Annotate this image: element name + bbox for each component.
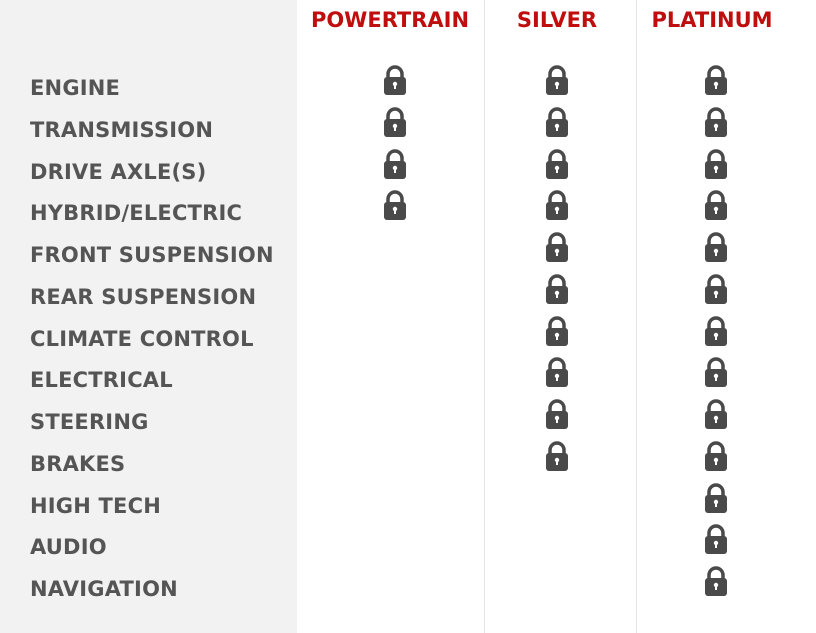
column-divider <box>484 0 485 633</box>
lock-icon <box>704 148 728 179</box>
lock-icon <box>383 65 407 95</box>
lock-icon <box>545 315 569 346</box>
lock-icon <box>704 315 728 346</box>
lock-icon <box>383 148 407 179</box>
lock-icon <box>704 399 728 429</box>
row-label: CLIMATE CONTROL <box>30 326 254 351</box>
column-header-powertrain: POWERTRAIN <box>310 8 470 32</box>
lock-icon <box>383 190 407 221</box>
lock-icon <box>704 232 728 262</box>
lock-icon <box>704 566 728 596</box>
row-label: DRIVE AXLE(S) <box>30 159 207 184</box>
row-label: REAR SUSPENSION <box>30 284 257 309</box>
row-label: BRAKES <box>30 451 126 476</box>
row-label: FRONT SUSPENSION <box>30 243 274 267</box>
row-label: NAVIGATION <box>30 577 178 601</box>
lock-icon <box>704 274 728 304</box>
row-label: STEERING <box>30 410 149 434</box>
lock-icon <box>704 482 728 513</box>
lock-icon <box>545 65 569 95</box>
lock-icon <box>704 357 728 388</box>
lock-icon <box>545 107 569 137</box>
lock-icon <box>545 357 569 388</box>
row-label: TRANSMISSION <box>30 117 214 142</box>
row-label: AUDIO <box>30 535 107 560</box>
lock-icon <box>704 65 728 95</box>
lock-icon <box>704 441 728 471</box>
component-label-panel <box>0 0 297 633</box>
row-label: ELECTRICAL <box>30 368 173 393</box>
row-label: HYBRID/ELECTRIC <box>30 201 243 226</box>
column-divider <box>636 0 637 633</box>
column-header-platinum: PLATINUM <box>651 8 773 32</box>
lock-icon <box>704 190 728 221</box>
lock-icon <box>545 274 569 304</box>
row-label: HIGH TECH <box>30 493 161 518</box>
lock-icon <box>545 232 569 262</box>
column-header-silver: SILVER <box>516 8 598 32</box>
lock-icon <box>383 107 407 137</box>
lock-icon <box>704 524 728 555</box>
lock-icon <box>545 148 569 179</box>
lock-icon <box>545 190 569 221</box>
lock-icon <box>545 399 569 429</box>
row-label: ENGINE <box>30 76 121 100</box>
lock-icon <box>545 441 569 471</box>
lock-icon <box>704 107 728 137</box>
